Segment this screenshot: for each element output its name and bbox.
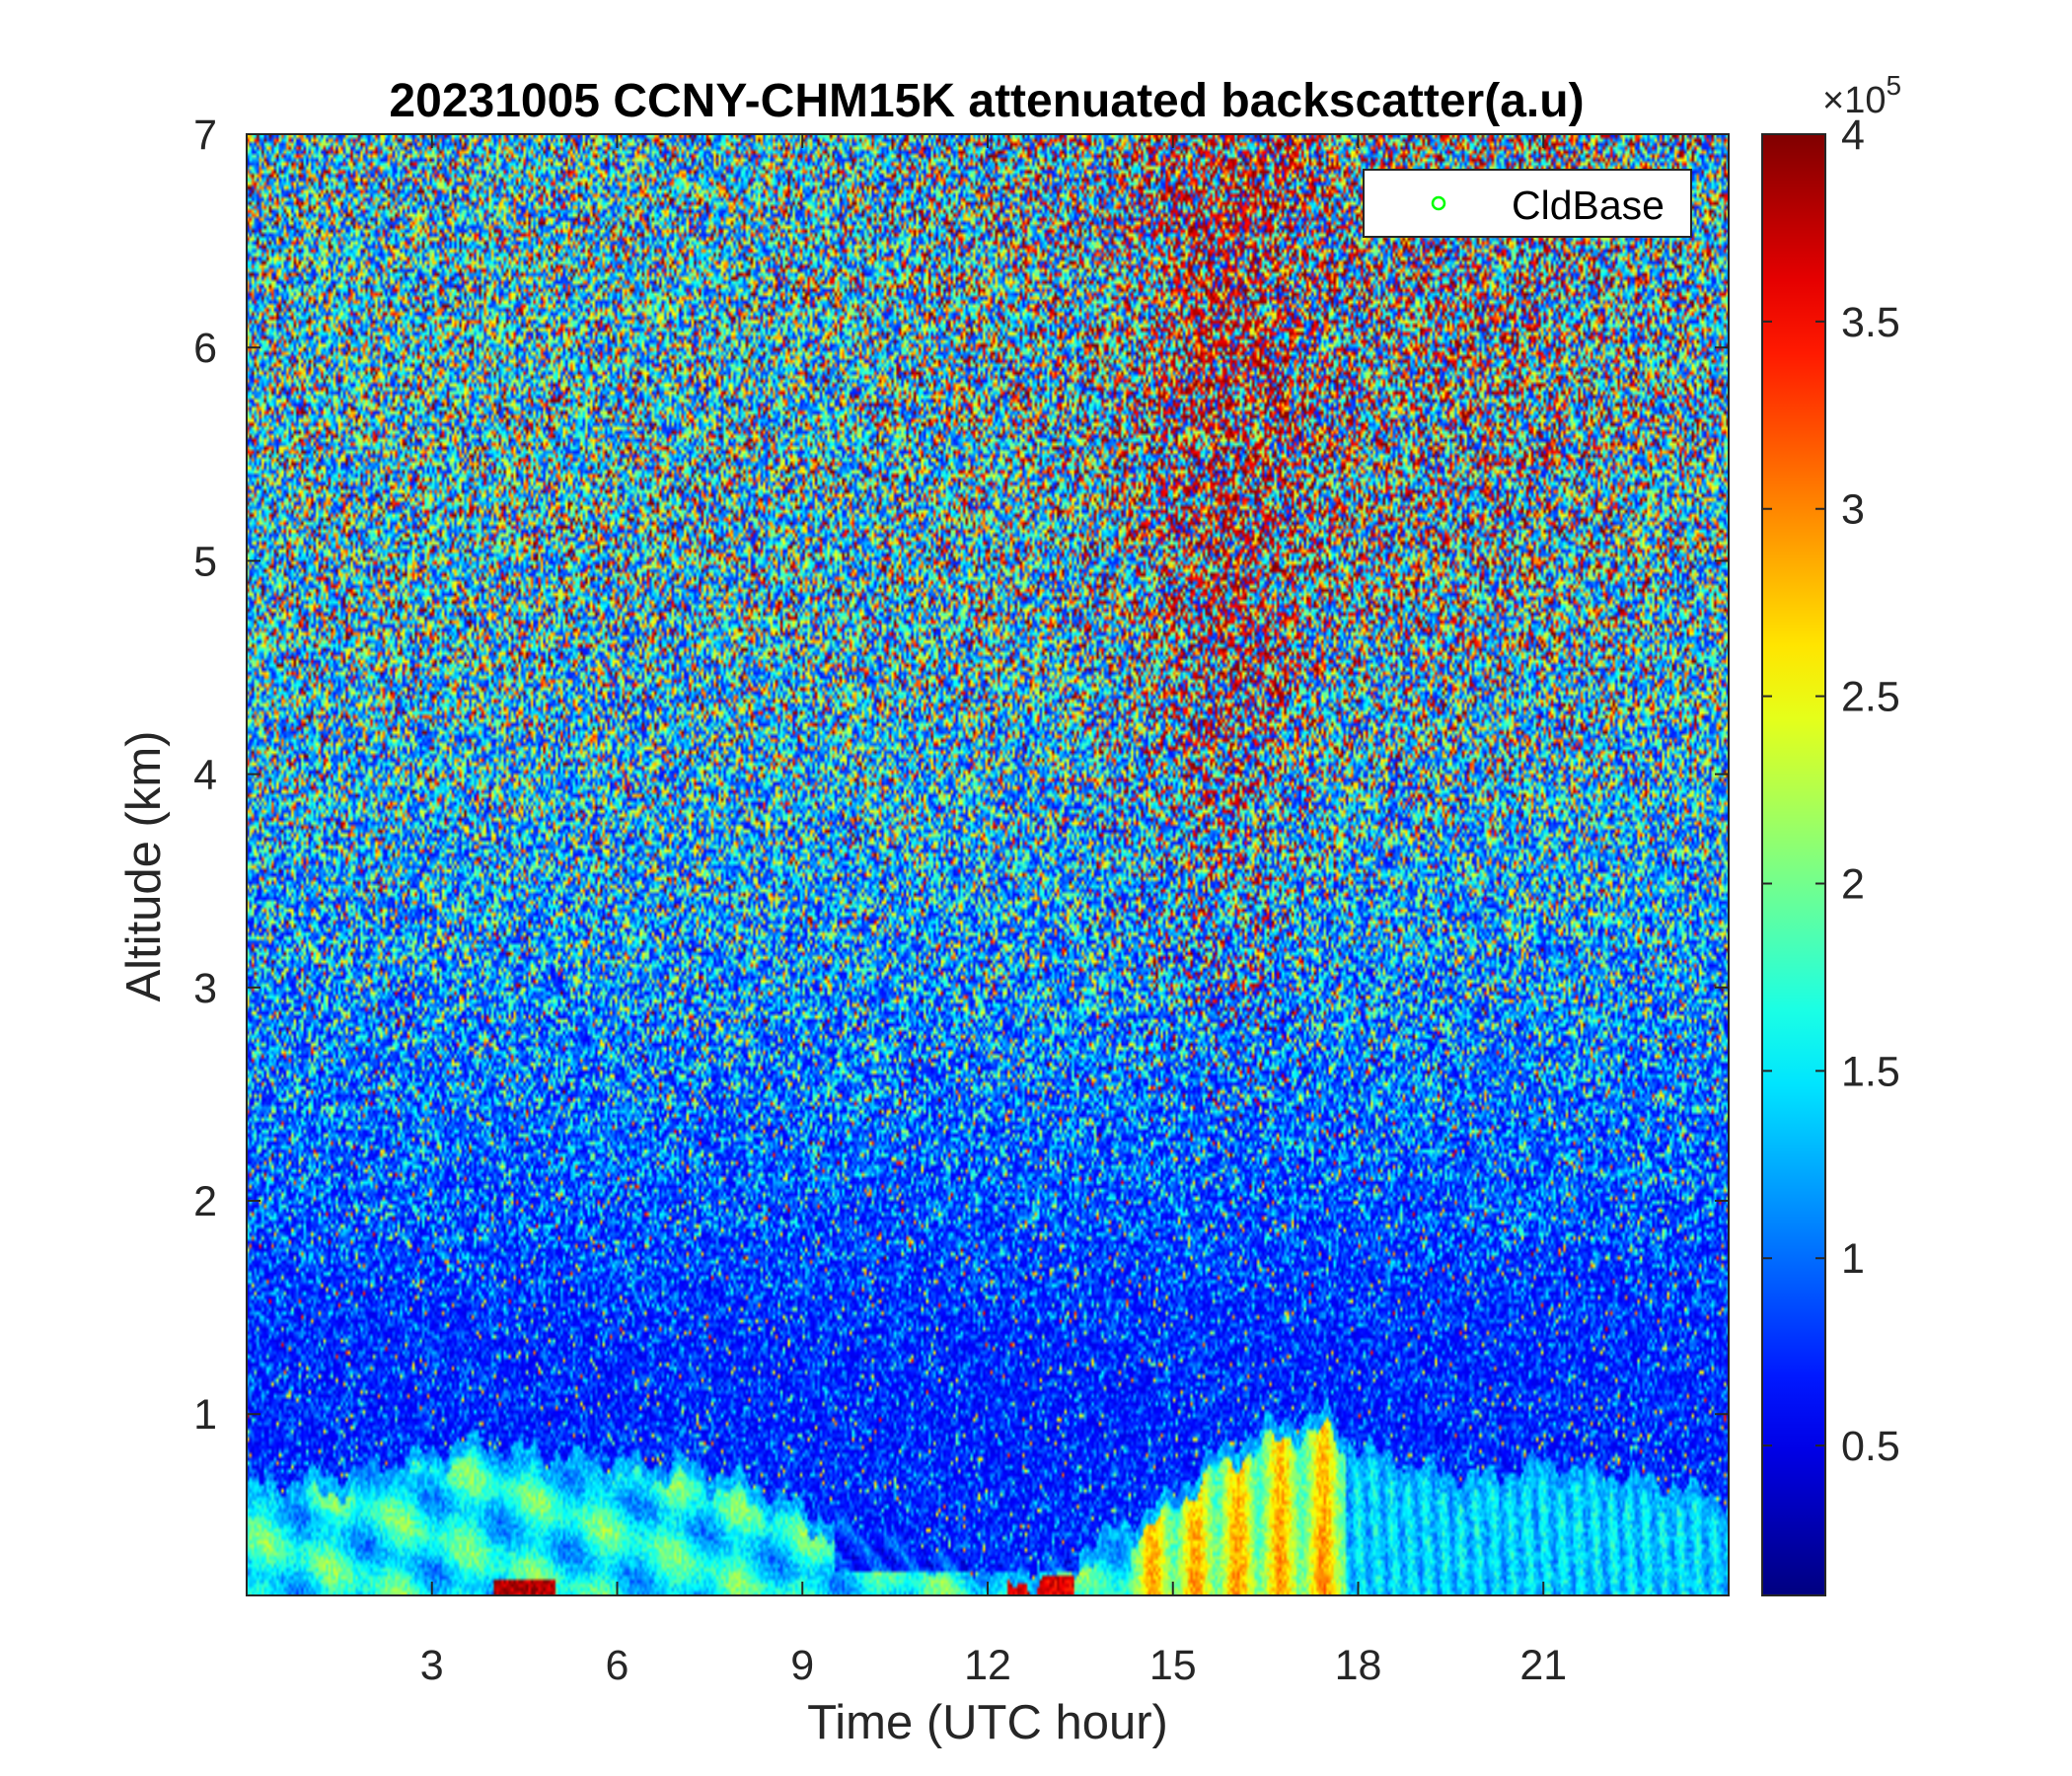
backscatter-heatmap (247, 134, 1729, 1595)
colorbar-tick-label: 1 (1841, 1235, 1865, 1283)
legend-marker-cldbase (1431, 195, 1446, 211)
x-tick-label: 9 (790, 1642, 814, 1689)
x-tick-label: 21 (1519, 1642, 1567, 1689)
colorbar-tick-label: 2 (1841, 860, 1865, 908)
y-tick-label: 2 (193, 1178, 217, 1225)
chart-title: 20231005 CCNY-CHM15K attenuated backscat… (389, 75, 1584, 127)
colorbar-tick-label: 0.5 (1841, 1423, 1900, 1470)
y-tick-label: 3 (193, 965, 217, 1012)
x-tick-label: 15 (1149, 1642, 1197, 1689)
colorbar-tick-label: 2.5 (1841, 674, 1900, 721)
colorbar-multiplier: ×105 (1822, 70, 1901, 121)
y-axis-ticks: 1 2 3 4 5 6 7 (193, 111, 1729, 1439)
x-tick-label: 6 (606, 1642, 629, 1689)
x-tick-label: 3 (420, 1642, 444, 1689)
colorbar-frame (1761, 133, 1826, 1596)
y-tick-label: 1 (193, 1391, 217, 1439)
x-tick-label: 12 (964, 1642, 1011, 1689)
y-tick-label: 6 (193, 325, 217, 372)
colorbar-ticks: 0.5 1 1.5 2 2.5 3 3.5 4 (1762, 111, 1900, 1470)
legend: CldBase (1363, 169, 1692, 238)
colorbar-tick-label: 3 (1841, 486, 1865, 534)
x-axis-ticks: 3 6 9 12 15 18 21 (420, 134, 1567, 1689)
plot-area (246, 133, 1730, 1596)
colorbar-tick-label: 4 (1841, 111, 1865, 159)
y-axis-label: Altitude (km) (117, 730, 171, 1001)
y-tick-label: 7 (193, 111, 217, 159)
colorbar: 0.5 1 1.5 2 2.5 3 3.5 4 ×105 (1761, 70, 1901, 1596)
colorbar-tick-label: 1.5 (1841, 1048, 1900, 1095)
colorbar-gradient (1762, 134, 1825, 1595)
colorbar-tick-label: 3.5 (1841, 299, 1900, 346)
y-tick-label: 4 (193, 752, 217, 799)
legend-box (1363, 169, 1692, 238)
x-tick-label: 18 (1335, 1642, 1382, 1689)
x-axis-label: Time (UTC hour) (807, 1696, 1168, 1749)
legend-entry-cldbase: CldBase (1512, 183, 1665, 228)
y-tick-label: 5 (193, 538, 217, 585)
